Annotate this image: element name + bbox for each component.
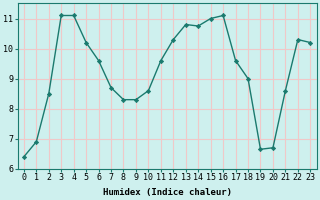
X-axis label: Humidex (Indice chaleur): Humidex (Indice chaleur) [103, 188, 232, 197]
